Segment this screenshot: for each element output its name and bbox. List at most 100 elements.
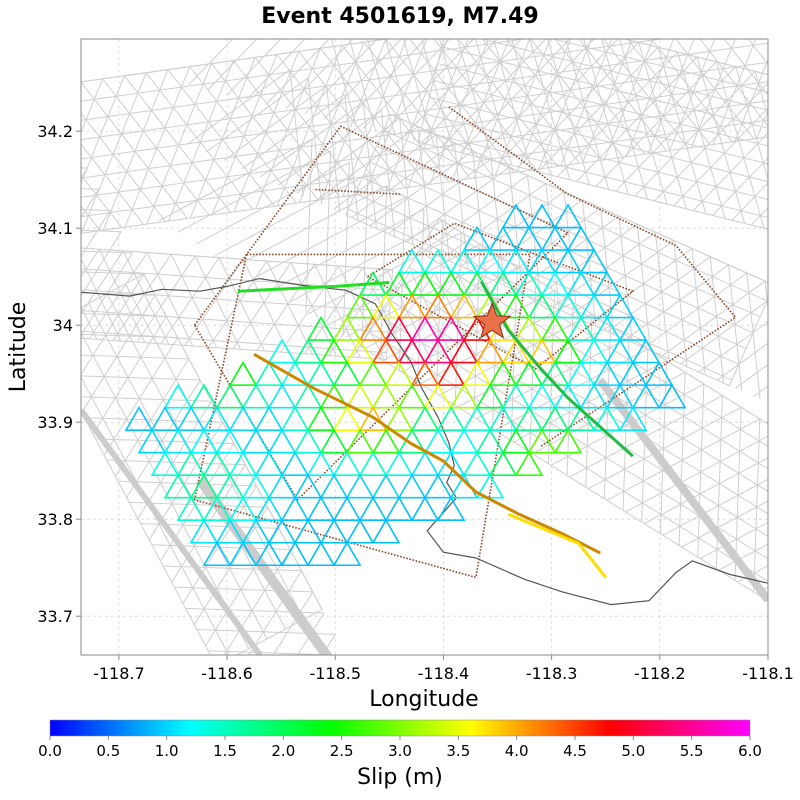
x-tick-label: -118.5	[309, 664, 361, 683]
slip-triangle	[228, 451, 258, 476]
rupture-outline	[448, 106, 737, 448]
slip-triangle	[436, 496, 466, 522]
slip-triangle	[384, 406, 414, 431]
slip-triangle	[345, 338, 375, 364]
slip-triangle	[319, 428, 349, 454]
slip-triangle	[280, 496, 310, 522]
slip-triangle	[540, 225, 570, 251]
slip-triangle	[280, 451, 310, 476]
slip-triangle	[371, 428, 401, 454]
slip-triangle	[358, 406, 388, 431]
slip-triangle	[189, 518, 219, 544]
slip-triangle	[514, 361, 544, 386]
slip-triangle	[553, 338, 583, 364]
colorbar-tick-label: 3.5	[446, 742, 470, 760]
slip-triangle	[527, 428, 557, 454]
x-tick-label: -118.2	[634, 664, 686, 683]
colorbar-tick-label: 0.5	[96, 742, 120, 760]
slip-triangle	[345, 473, 375, 499]
slip-triangle	[514, 225, 544, 251]
slip-triangle	[527, 383, 557, 409]
slip-triangle	[514, 270, 544, 296]
slip-triangle	[449, 293, 479, 319]
slip-triangle	[280, 406, 310, 431]
background-mesh-strip	[188, 39, 768, 301]
slip-triangle	[436, 406, 466, 431]
slip-triangle	[306, 541, 336, 567]
slip-triangle	[540, 315, 570, 341]
hypocenter-star	[472, 301, 512, 339]
slip-triangle	[527, 203, 557, 229]
slip-triangle	[215, 428, 245, 454]
slip-triangle	[553, 293, 583, 319]
slip-triangle	[267, 473, 297, 499]
slip-triangle	[475, 383, 505, 409]
slip-triangle	[423, 428, 453, 454]
slip-triangle	[592, 406, 622, 431]
slip-triangle	[332, 496, 362, 522]
slip-triangle	[579, 248, 609, 274]
slip-triangle	[306, 451, 336, 476]
slip-triangle	[488, 361, 518, 386]
slip-triangle	[241, 518, 271, 544]
slip-triangle	[501, 248, 531, 274]
background-fault-band	[81, 408, 263, 655]
slip-triangle	[462, 406, 492, 431]
background-mesh-strip	[186, 69, 768, 457]
background-mesh-strip	[81, 39, 768, 271]
slip-triangle	[449, 248, 479, 274]
slip-triangle	[566, 315, 596, 341]
slip-triangle	[371, 518, 401, 544]
rupture-outline	[367, 222, 635, 370]
slip-triangle	[410, 361, 440, 386]
slip-triangle	[215, 383, 245, 409]
slip-triangle	[345, 518, 375, 544]
slip-triangle	[553, 203, 583, 229]
slip-triangle	[579, 338, 609, 364]
colorbar	[49, 719, 751, 737]
slip-triangle	[618, 361, 648, 386]
slip-triangle	[267, 518, 297, 544]
slip-triangle	[215, 518, 245, 544]
slip-triangle	[319, 338, 349, 364]
fault-trace	[507, 512, 607, 579]
slip-triangle	[527, 248, 557, 274]
slip-triangle	[436, 315, 466, 341]
slip-triangle	[358, 315, 388, 341]
slip-triangle	[462, 361, 492, 386]
colorbar-tick-label: 4.0	[505, 742, 529, 760]
slip-triangle	[176, 496, 206, 522]
slip-triangle	[254, 541, 284, 567]
slip-triangle	[553, 248, 583, 274]
slip-triangle	[176, 406, 206, 431]
y-tick-label: 33.7	[37, 607, 73, 626]
slip-triangle	[384, 315, 414, 341]
slip-triangle	[189, 473, 219, 499]
colorbar-tick-label: 0.0	[38, 742, 62, 760]
y-tick-label: 33.8	[37, 510, 73, 529]
colorbar-tick-label: 3.0	[388, 742, 412, 760]
slip-triangle	[254, 406, 284, 431]
slip-triangle	[228, 361, 258, 386]
slip-triangle	[293, 338, 323, 364]
slip-triangle	[254, 361, 284, 386]
slip-triangle	[423, 383, 453, 409]
slip-triangle	[358, 451, 388, 476]
y-tick-label: 34	[53, 316, 73, 335]
slip-triangle	[384, 496, 414, 522]
slip-triangle	[384, 451, 414, 476]
slip-triangle	[241, 383, 271, 409]
colorbar-tick-label: 2.5	[330, 742, 354, 760]
slip-triangle	[332, 406, 362, 431]
slip-triangle	[332, 361, 362, 386]
slip-triangle	[163, 383, 193, 409]
colorbar-tick-label: 2.0	[271, 742, 295, 760]
slip-triangle	[241, 428, 271, 454]
slip-triangle	[202, 541, 232, 567]
slip-triangle	[501, 338, 531, 364]
slip-triangle	[553, 383, 583, 409]
slip-triangle	[410, 406, 440, 431]
slip-triangle	[449, 428, 479, 454]
slip-triangle	[449, 383, 479, 409]
slip-triangle	[618, 315, 648, 341]
